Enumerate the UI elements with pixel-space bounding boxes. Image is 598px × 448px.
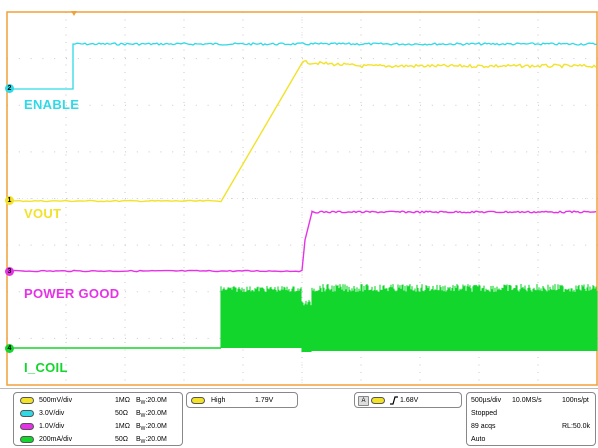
ch1-marker[interactable]: 1 xyxy=(5,196,14,205)
record-length: RL:50.0k xyxy=(562,423,591,430)
channel-4-impedance: 50Ω xyxy=(115,436,129,443)
trigger-row: A 1.68V xyxy=(358,395,462,407)
status-panel: 500mV/div 1MΩ BW:20.0M 3.0V/div 50Ω BW:2… xyxy=(0,388,598,448)
channel-2-impedance: 50Ω xyxy=(115,410,129,417)
trigger-channel-chip xyxy=(371,397,385,404)
ch3-marker[interactable]: 3 xyxy=(5,267,14,276)
measurement-channel-chip xyxy=(191,397,205,404)
acquisition-row: 500µs/div 10.0MS/s 100ns/pt xyxy=(471,395,595,407)
channel-3-chip xyxy=(20,423,34,430)
rising-edge-icon xyxy=(389,395,399,408)
acquisition-row: 89 acqs RL:50.0k xyxy=(471,421,595,433)
acquisition-count: 89 acqs xyxy=(471,423,496,430)
channel-3-scale: 1.0V/div xyxy=(39,423,65,430)
oscilloscope-screen: ENABLE VOUT POWER GOOD I_COIL 2 1 3 4 xyxy=(5,11,598,386)
ch4-marker[interactable]: 4 xyxy=(5,344,14,353)
measurement-name: High xyxy=(211,397,226,404)
power-good-label: POWER GOOD xyxy=(24,286,120,301)
ch2-marker[interactable]: 2 xyxy=(5,84,14,93)
acquisition-state: Stopped xyxy=(471,410,498,417)
channel-4-scale: 200mA/div xyxy=(39,436,73,443)
channel-2-bandwidth: BW:20.0M xyxy=(136,410,167,419)
trigger-box[interactable]: A 1.68V xyxy=(354,392,462,408)
channel-2-chip xyxy=(20,410,34,417)
down-triangle-icon xyxy=(71,11,77,16)
i-coil-switching-band xyxy=(220,284,598,352)
acquisition-mode: Auto xyxy=(471,436,486,443)
waveform-display xyxy=(6,11,598,386)
channel-setting-row[interactable]: 3.0V/div 50Ω BW:20.0M xyxy=(20,408,180,420)
channel-1-bandwidth: BW:20.0M xyxy=(136,397,167,406)
channel-settings-box[interactable]: 500mV/div 1MΩ BW:20.0M 3.0V/div 50Ω BW:2… xyxy=(13,392,183,446)
channel-4-bandwidth: BW:20.0M xyxy=(136,436,167,445)
measurement-row: High 1.79V xyxy=(191,395,295,407)
i-coil-label: I_COIL xyxy=(24,360,68,375)
channel-4-chip xyxy=(20,436,34,443)
channel-3-bandwidth: BW:20.0M xyxy=(136,423,167,432)
channel-3-impedance: 1MΩ xyxy=(115,423,130,430)
enable-trace xyxy=(8,42,598,90)
channel-1-chip xyxy=(20,397,34,404)
channel-1-impedance: 1MΩ xyxy=(115,397,130,404)
measurement-value: 1.79V xyxy=(255,397,274,404)
channel-setting-row[interactable]: 200mA/div 50Ω BW:20.0M xyxy=(20,434,180,446)
measurement-box[interactable]: High 1.79V xyxy=(186,392,298,408)
resolution: 100ns/pt xyxy=(562,397,589,404)
sample-rate: 10.0MS/s xyxy=(512,397,542,404)
acquisition-row: Stopped xyxy=(471,408,595,420)
vout-trace xyxy=(7,59,597,203)
acquisition-row: Auto xyxy=(471,434,595,446)
channel-setting-row[interactable]: 1.0V/div 1MΩ BW:20.0M xyxy=(20,421,180,433)
vout-label: VOUT xyxy=(24,206,62,221)
trigger-level: 1.68V xyxy=(400,397,419,404)
timebase: 500µs/div xyxy=(471,397,502,404)
enable-label: ENABLE xyxy=(24,97,80,112)
channel-setting-row[interactable]: 500mV/div 1MΩ BW:20.0M xyxy=(20,395,180,407)
channel-2-scale: 3.0V/div xyxy=(39,410,65,417)
acquisition-box[interactable]: 500µs/div 10.0MS/s 100ns/pt Stopped 89 a… xyxy=(466,392,596,446)
power-good-trace xyxy=(7,210,597,273)
channel-1-scale: 500mV/div xyxy=(39,397,73,404)
trigger-source-tag: A xyxy=(358,396,369,406)
